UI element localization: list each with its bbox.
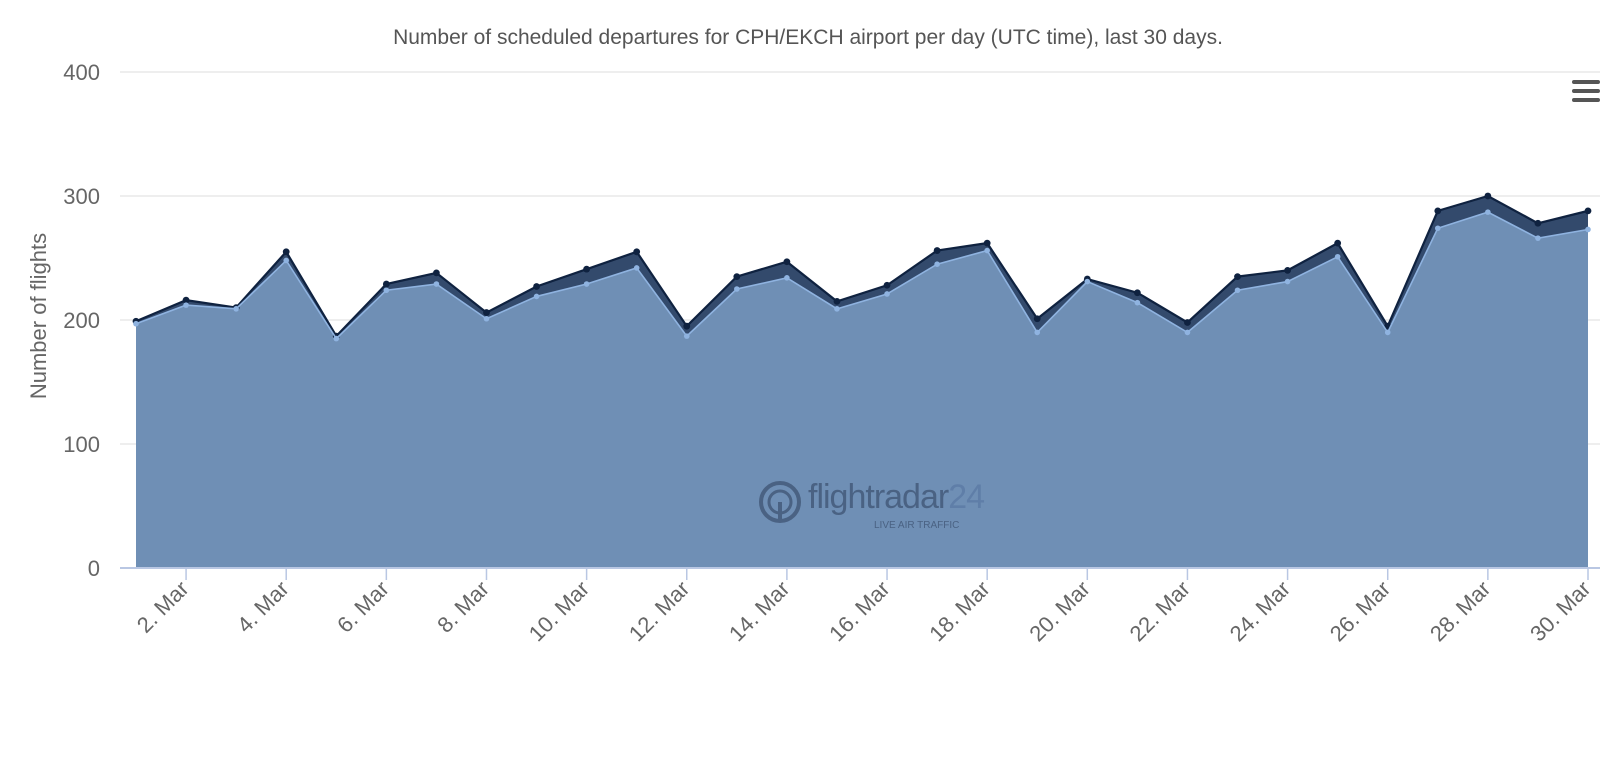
x-tick-label: 26. Mar: [1325, 576, 1395, 646]
watermark-tagline: LIVE AIR TRAFFIC: [874, 520, 960, 531]
data-point-series-1[interactable]: [282, 248, 290, 256]
data-point-series-2[interactable]: [533, 293, 540, 300]
data-point-series-1[interactable]: [783, 258, 791, 266]
chart-menu-button[interactable]: [1572, 80, 1600, 106]
x-tick-label: 2. Mar: [132, 576, 194, 638]
data-point-series-2[interactable]: [1334, 253, 1341, 260]
hamburger-menu-icon: [1572, 80, 1600, 84]
data-point-series-1[interactable]: [683, 322, 691, 330]
x-tick-label: 16. Mar: [824, 576, 894, 646]
data-point-series-1[interactable]: [883, 281, 891, 289]
data-point-series-2[interactable]: [333, 335, 340, 342]
data-point-series-2[interactable]: [433, 281, 440, 287]
data-point-series-2[interactable]: [233, 306, 239, 312]
y-tick-label: 100: [63, 432, 100, 457]
line-series-1: [135, 194, 1589, 338]
data-point-series-2[interactable]: [1284, 278, 1291, 285]
data-point-series-2[interactable]: [884, 291, 890, 297]
data-point-series-1[interactable]: [1434, 207, 1442, 215]
data-point-series-1[interactable]: [1534, 219, 1542, 227]
data-point-series-2[interactable]: [133, 320, 139, 327]
y-tick-label: 200: [63, 308, 100, 333]
x-tick-label: 10. Mar: [524, 576, 594, 646]
data-point-series-2[interactable]: [1234, 287, 1241, 294]
data-point-series-2[interactable]: [834, 306, 840, 312]
y-tick-label: 400: [63, 60, 100, 85]
watermark: flightradar24 LIVE AIR TRAFFIC: [758, 476, 985, 536]
data-point-series-2[interactable]: [1535, 235, 1541, 241]
x-tick-label: 20. Mar: [1024, 576, 1094, 646]
data-point-series-1[interactable]: [1133, 289, 1141, 297]
data-point-series-1[interactable]: [733, 273, 741, 280]
data-point-series-1[interactable]: [1184, 319, 1191, 326]
data-point-series-2[interactable]: [1184, 329, 1191, 336]
data-point-series-2[interactable]: [633, 265, 640, 271]
data-point-series-2[interactable]: [683, 333, 690, 339]
x-tick-label: 28. Mar: [1425, 576, 1495, 646]
data-point-series-1[interactable]: [1234, 273, 1241, 280]
data-point-series-2[interactable]: [734, 286, 740, 292]
line-series-2: [135, 211, 1589, 340]
radar-logo-icon: [759, 481, 801, 523]
data-point-series-2[interactable]: [483, 315, 490, 322]
data-point-series-1[interactable]: [433, 269, 440, 277]
data-point-series-1[interactable]: [833, 298, 841, 305]
x-tick-label: 30. Mar: [1525, 576, 1595, 646]
data-point-series-1[interactable]: [1584, 207, 1592, 215]
data-point-series-2[interactable]: [583, 281, 590, 287]
data-point-series-2[interactable]: [1485, 209, 1491, 215]
data-point-series-1[interactable]: [533, 283, 540, 290]
data-point-series-2[interactable]: [383, 287, 390, 294]
data-point-series-1[interactable]: [182, 296, 190, 304]
data-point-series-1[interactable]: [382, 280, 390, 288]
data-point-series-2[interactable]: [1384, 329, 1391, 336]
x-tick-label: 24. Mar: [1225, 576, 1295, 646]
chart-title: Number of scheduled departures for CPH/E…: [393, 26, 1223, 49]
data-point-series-2[interactable]: [1434, 225, 1441, 232]
data-point-series-2[interactable]: [183, 302, 189, 308]
data-point-series-2[interactable]: [1134, 299, 1141, 306]
data-point-series-2[interactable]: [1034, 329, 1041, 336]
data-point-series-1[interactable]: [1484, 192, 1492, 200]
y-tick-label: 0: [88, 556, 100, 581]
data-point-series-1[interactable]: [1033, 315, 1041, 323]
y-axis-label: Number of flights: [26, 233, 51, 399]
x-tick-label: 12. Mar: [624, 576, 694, 646]
data-point-series-1[interactable]: [633, 248, 641, 256]
data-point-series-1[interactable]: [483, 309, 490, 316]
data-point-series-1[interactable]: [583, 265, 591, 273]
x-tick-label: 4. Mar: [232, 576, 294, 638]
watermark-number: 24: [948, 478, 985, 516]
data-point-series-2[interactable]: [784, 275, 790, 281]
data-point-series-1[interactable]: [1284, 267, 1291, 274]
watermark-name: flightradar: [808, 478, 949, 516]
x-tick-label: 14. Mar: [724, 576, 794, 646]
data-point-series-2[interactable]: [1084, 278, 1091, 285]
data-point-series-1[interactable]: [933, 247, 941, 254]
x-tick-label: 22. Mar: [1125, 576, 1195, 646]
data-point-series-1[interactable]: [983, 239, 991, 247]
data-point-series-2[interactable]: [1585, 226, 1591, 233]
y-tick-label: 300: [63, 184, 100, 209]
data-point-series-2[interactable]: [984, 247, 990, 254]
x-tick-label: 6. Mar: [332, 576, 394, 638]
x-tick-label: 18. Mar: [924, 576, 994, 646]
data-point-series-2[interactable]: [283, 257, 290, 264]
x-tick-label: 8. Mar: [432, 576, 494, 638]
data-point-series-1[interactable]: [1334, 239, 1342, 247]
data-point-series-2[interactable]: [934, 261, 940, 268]
